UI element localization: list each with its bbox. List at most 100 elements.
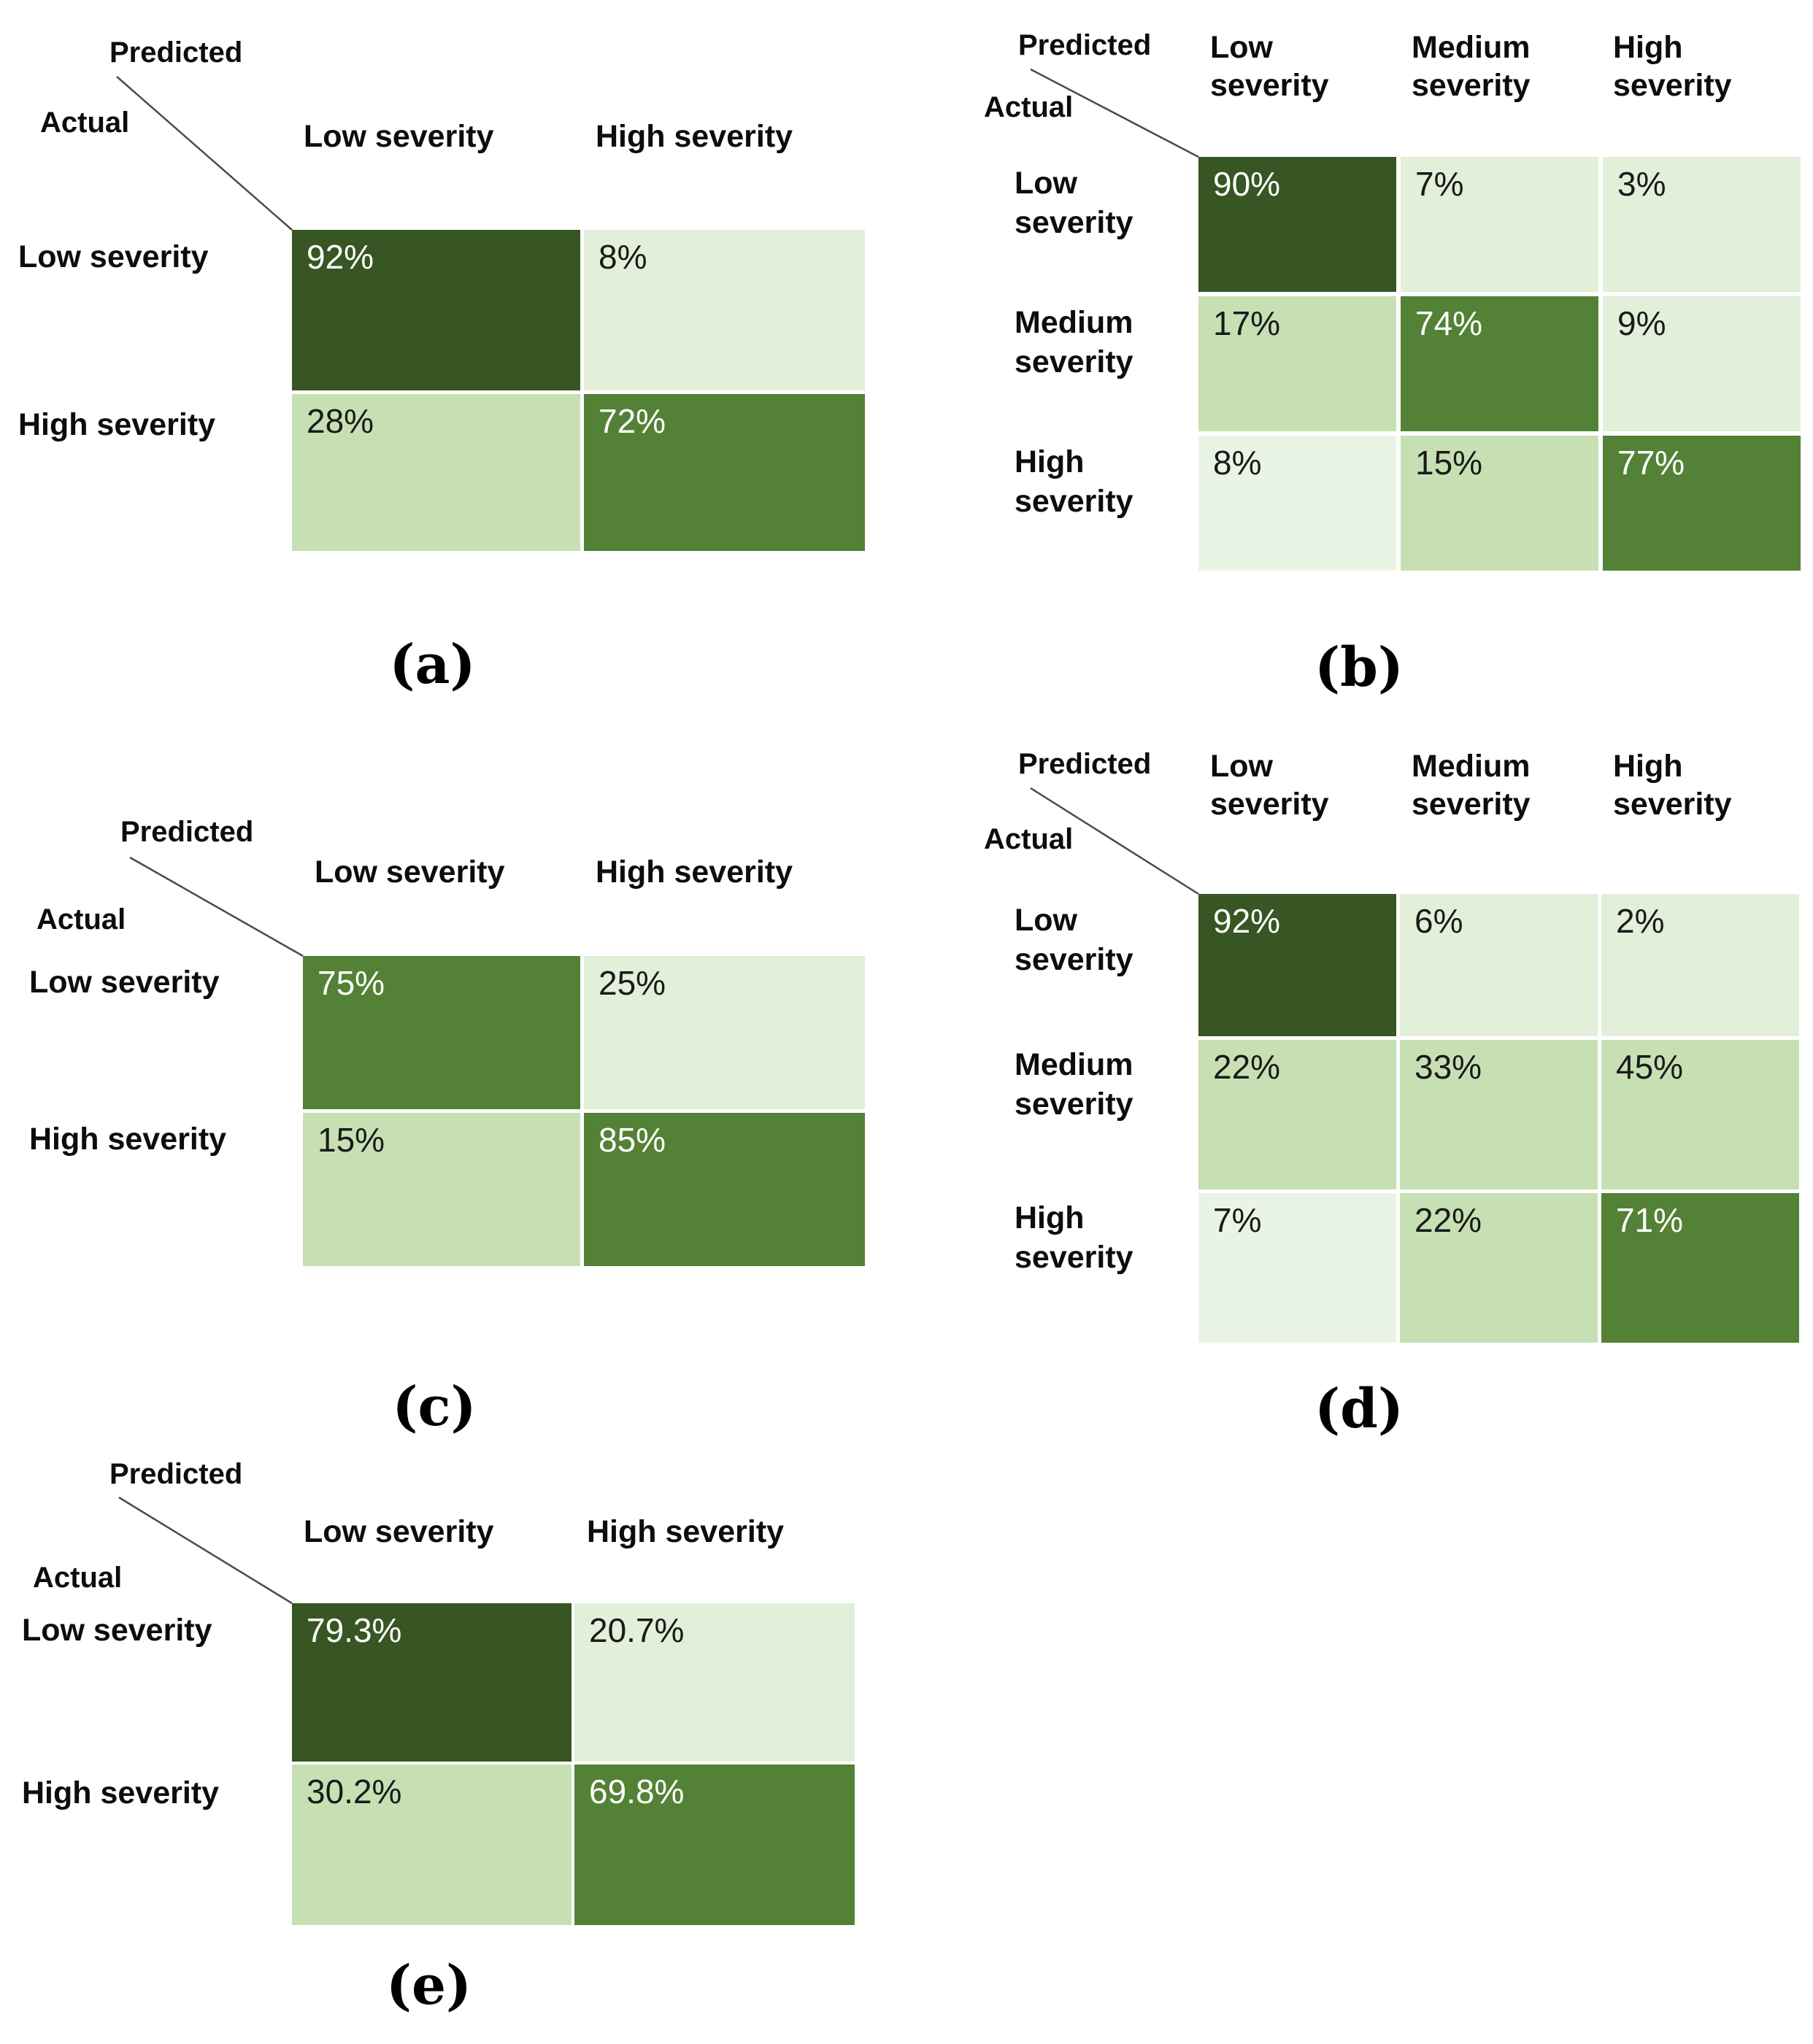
cell: 28% (292, 394, 580, 551)
actual-axis-label: Actual (984, 91, 1074, 123)
diagonal-divider-line (116, 76, 293, 231)
cell-value: 8% (598, 238, 647, 276)
panel-caption: (c) (392, 1376, 477, 1438)
cell-value: 75% (317, 964, 385, 1002)
cell: 15% (303, 1113, 580, 1266)
confusion-matrix-c: Predicted Actual Low severity High sever… (0, 795, 898, 1459)
row-label: Low severity (1015, 166, 1133, 240)
cell: 85% (584, 1113, 865, 1266)
cell: 33% (1400, 1040, 1598, 1189)
cell-value: 15% (1415, 444, 1483, 482)
cell: 30.2% (292, 1765, 571, 1925)
cell-value: 28% (307, 402, 374, 440)
cell: 7% (1401, 157, 1598, 292)
column-headers: Low severity Medium severity High severi… (1198, 29, 1799, 104)
cell: 25% (584, 956, 865, 1109)
cell-value: 20.7% (589, 1611, 685, 1649)
column-headers: Low severity Medium severity High severi… (1198, 748, 1799, 823)
column-headers: Low severity High severity (303, 854, 865, 892)
confusion-matrix-a: Predicted Actual Low severity High sever… (0, 0, 898, 752)
cell: 90% (1198, 157, 1396, 292)
row-label: Low severity (22, 1613, 212, 1648)
matrix-grid: 75% 25% 15% 85% (303, 956, 865, 1266)
actual-axis-label: Actual (33, 1562, 123, 1594)
confusion-matrix-e: Predicted Actual Low severity High sever… (0, 1452, 898, 2044)
cell-value: 9% (1617, 304, 1666, 342)
cell: 77% (1603, 436, 1801, 571)
row-label: Low severity (1015, 903, 1133, 977)
panel-caption: (b) (1314, 636, 1404, 699)
cell-value: 92% (1213, 902, 1281, 940)
cell-value: 6% (1414, 902, 1463, 940)
cell: 75% (303, 956, 580, 1109)
diagonal-divider-line (1030, 787, 1199, 895)
row-label: Medium severity (1015, 305, 1133, 379)
cell-value: 17% (1213, 304, 1281, 342)
column-header: High severity (1613, 749, 1732, 822)
cell-value: 25% (598, 964, 666, 1002)
cell: 9% (1603, 296, 1801, 431)
matrix-grid: 92% 8% 28% 72% (292, 230, 865, 551)
column-header: Low severity (315, 855, 505, 890)
column-header: Low severity (304, 1514, 494, 1549)
cell: 8% (584, 230, 865, 390)
cell: 22% (1198, 1040, 1396, 1189)
cell: 22% (1400, 1193, 1598, 1343)
matrix-grid: 90% 7% 3% 17% 74% 9% 8% 15% 77% (1198, 157, 1801, 571)
row-label: High severity (1015, 1200, 1133, 1275)
predicted-axis-label: Predicted (1018, 29, 1152, 61)
cell-value: 90% (1213, 165, 1281, 203)
cell-value: 45% (1616, 1048, 1684, 1086)
column-header: Low severity (304, 119, 494, 154)
column-header: High severity (596, 119, 793, 154)
cell: 17% (1198, 296, 1396, 431)
confusion-matrix-d: Predicted Actual Low severity Medium sev… (905, 730, 1813, 1467)
cell-value: 22% (1213, 1048, 1281, 1086)
cell-value: 8% (1213, 444, 1262, 482)
cell-value: 30.2% (307, 1773, 402, 1810)
confusion-matrix-b: Predicted Actual Low severity Medium sev… (905, 0, 1813, 752)
row-label: High severity (22, 1775, 220, 1810)
cell: 79.3% (292, 1603, 571, 1762)
row-label: Medium severity (1015, 1047, 1133, 1122)
matrix-grid: 92% 6% 2% 22% 33% 45% 7% 22% 71% (1198, 894, 1799, 1343)
cell: 71% (1601, 1193, 1799, 1343)
panel-caption: (a) (389, 633, 476, 696)
matrix-grid: 79.3% 20.7% 30.2% 69.8% (292, 1603, 855, 1925)
cell-value: 15% (317, 1121, 385, 1159)
row-label: High severity (18, 407, 216, 442)
actual-axis-label: Actual (36, 903, 126, 936)
column-headers: Low severity High severity (292, 118, 865, 156)
row-label: High severity (1015, 444, 1133, 519)
diagonal-divider-line (1030, 68, 1199, 158)
cell: 69.8% (574, 1765, 855, 1925)
predicted-axis-label: Predicted (109, 1458, 243, 1490)
cell: 72% (584, 394, 865, 551)
cell-value: 74% (1415, 304, 1483, 342)
predicted-axis-label: Predicted (1018, 748, 1152, 780)
cell: 45% (1601, 1040, 1799, 1189)
cell-value: 7% (1213, 1201, 1262, 1239)
column-header: High severity (596, 855, 793, 890)
column-header: Medium severity (1412, 30, 1531, 103)
cell-value: 71% (1616, 1201, 1684, 1239)
cell-value: 7% (1415, 165, 1464, 203)
column-header: Medium severity (1412, 749, 1531, 822)
diagonal-divider-line (129, 856, 304, 957)
column-header: Low severity (1210, 30, 1329, 103)
cell-value: 79.3% (307, 1611, 402, 1649)
cell-value: 72% (598, 402, 666, 440)
cell: 3% (1603, 157, 1801, 292)
cell-value: 22% (1414, 1201, 1482, 1239)
column-header: Low severity (1210, 749, 1329, 822)
cell: 20.7% (574, 1603, 855, 1762)
row-label: Low severity (18, 239, 209, 274)
cell-value: 92% (307, 238, 374, 276)
cell: 6% (1400, 894, 1598, 1036)
actual-axis-label: Actual (984, 823, 1074, 855)
panel-caption: (d) (1314, 1378, 1404, 1441)
predicted-axis-label: Predicted (120, 816, 254, 848)
actual-axis-label: Actual (40, 107, 130, 139)
panel-caption: (e) (385, 1954, 472, 2017)
